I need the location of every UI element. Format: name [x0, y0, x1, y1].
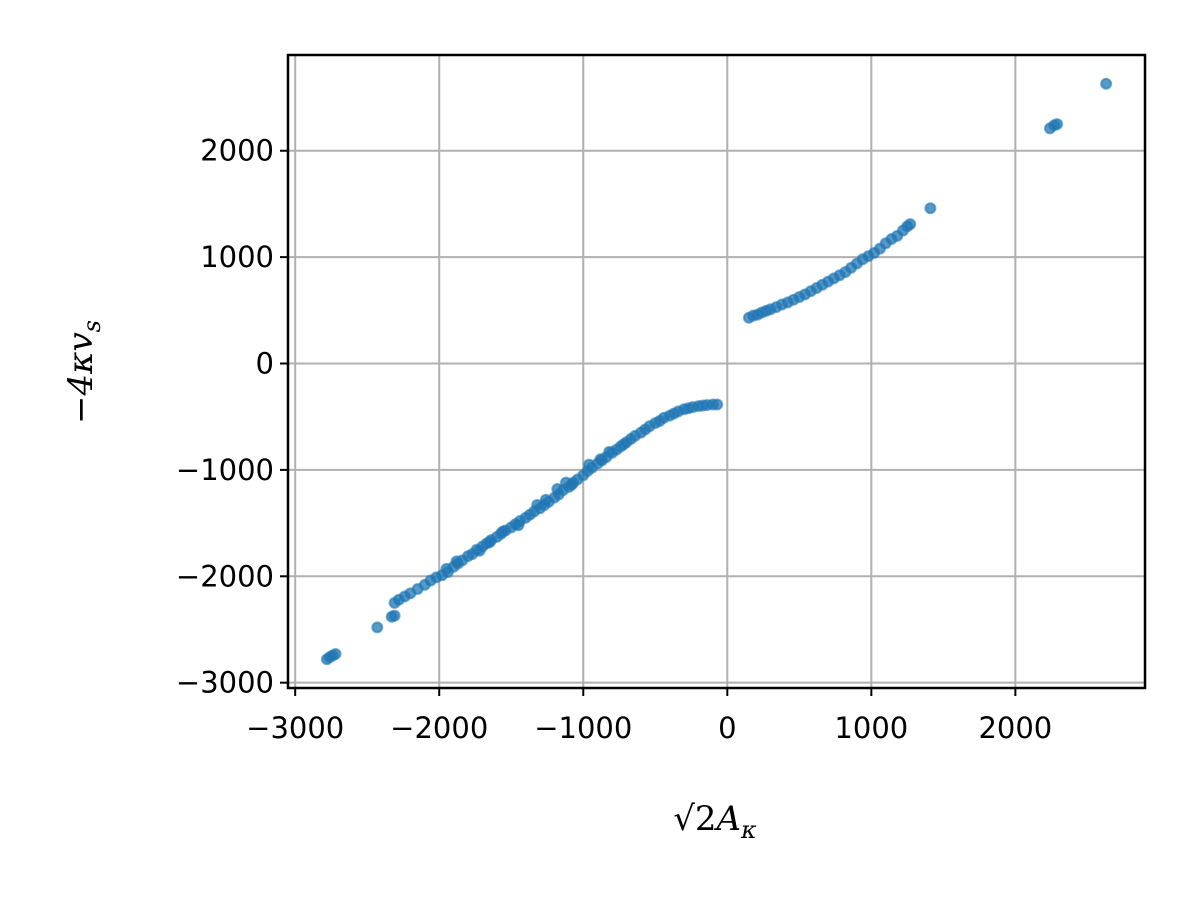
y-axis-label-main: −4κv: [61, 332, 101, 424]
y-tick-label: −2000: [176, 559, 274, 593]
data-point: [583, 458, 596, 471]
y-tick-label: 1000: [200, 240, 274, 274]
data-point: [924, 202, 937, 215]
x-tick-label: 0: [718, 711, 736, 745]
x-tick-label: −2000: [390, 711, 488, 745]
data-point: [496, 525, 509, 538]
data-point: [531, 499, 544, 512]
grid-lines: [288, 55, 1145, 688]
data-point: [1051, 118, 1064, 131]
data-point: [388, 609, 401, 622]
y-axis-label-subscript: s: [78, 320, 106, 332]
y-axis-ticks: −3000 −2000 −1000 0 1000 2000: [176, 134, 288, 700]
y-tick-label: −3000: [176, 666, 274, 700]
y-tick-label: −1000: [176, 453, 274, 487]
x-tick-label: 1000: [834, 711, 908, 745]
data-point: [329, 647, 342, 660]
data-point: [603, 445, 616, 458]
data-point: [594, 453, 607, 466]
data-point: [711, 398, 724, 411]
x-tick-label: −1000: [534, 711, 632, 745]
x-axis-ticks: −3000 −2000 −1000 0 1000 2000: [246, 688, 1052, 745]
y-axis-label: −4κvs: [61, 320, 106, 424]
x-tick-label: −3000: [246, 711, 344, 745]
data-point: [440, 562, 453, 575]
data-point: [551, 483, 564, 496]
x-tick-label: 2000: [978, 711, 1052, 745]
data-point: [1100, 77, 1113, 90]
data-points: [320, 77, 1113, 666]
plot-frame: [286, 53, 1147, 690]
x-axis-label-subscript: κ: [740, 816, 757, 844]
y-tick-label: 0: [256, 347, 274, 381]
data-point: [617, 438, 630, 451]
data-point: [473, 544, 486, 557]
data-point: [483, 536, 496, 549]
data-point: [450, 555, 463, 568]
data-point: [904, 218, 917, 231]
x-axis-label-main: A: [713, 799, 741, 839]
data-point: [512, 519, 525, 532]
y-tick-label: 2000: [200, 134, 274, 168]
x-axis-label-root: √2: [673, 799, 716, 839]
data-point: [539, 493, 552, 506]
x-axis-label: √2Aκ: [673, 799, 757, 844]
data-point: [565, 478, 578, 491]
data-point: [371, 621, 384, 634]
